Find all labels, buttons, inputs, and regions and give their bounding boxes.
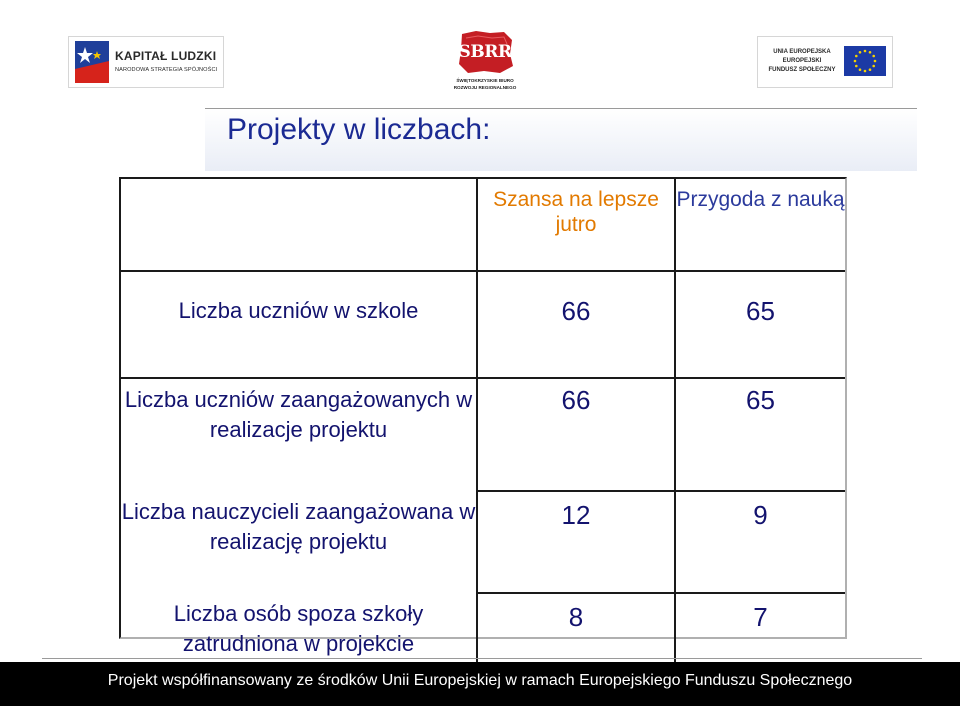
footer-text: Projekt współfinansowany ze środków Unii… — [107, 672, 853, 689]
table-header-przygoda: Przygoda z nauką — [674, 179, 845, 271]
eu-logo-text: UNIA EUROPEJSKA EUROPEJSKI FUNDUSZ SPOŁE… — [764, 48, 840, 75]
row-value-przygoda: 65 — [674, 377, 845, 491]
footer-divider — [42, 658, 922, 659]
eu-logo: UNIA EUROPEJSKA EUROPEJSKI FUNDUSZ SPOŁE… — [757, 36, 893, 88]
row-value-przygoda: 9 — [674, 490, 845, 593]
page-title: Projekty w liczbach: — [227, 113, 491, 146]
table-row: Liczba uczniów zaangażowanych w realizac… — [121, 377, 845, 491]
sbrr-logo: SBRR ŚWIĘTOKRZYSKIE BIURO ROZWOJU REGION… — [448, 28, 522, 94]
eu-logo-line-1: UNIA EUROPEJSKA — [773, 49, 831, 55]
eu-flag-icon — [844, 46, 886, 76]
eu-logo-line-3: FUNDUSZ SPOŁECZNY — [768, 67, 836, 73]
eu-logo-line-2: EUROPEJSKI — [782, 58, 822, 64]
row-label: Liczba osób spoza szkoły zatrudniona w p… — [173, 601, 424, 656]
kapital-ludzki-subtitle: NARODOWA STRATEGIA SPÓJNOŚCI — [115, 67, 218, 73]
row-value-szansa: 66 — [476, 270, 675, 378]
table-header-empty — [121, 179, 477, 271]
header-divider — [205, 108, 917, 109]
kapital-ludzki-flag-icon — [75, 41, 109, 83]
table-row: Liczba uczniów w szkole 66 65 — [121, 270, 845, 378]
kapital-ludzki-title: KAPITAŁ LUDZKI — [115, 49, 217, 63]
sbrr-line-1: ŚWIĘTOKRZYSKIE BIURO — [456, 78, 514, 83]
row-label: Liczba nauczycieli zaangażowana w realiz… — [121, 499, 476, 554]
row-label: Liczba uczniów w szkole — [121, 270, 477, 378]
footer-band — [0, 662, 960, 706]
sbrr-line-2: ROZWOJU REGIONALNEGO — [453, 85, 517, 90]
stats-table: Szansa na lepsze jutro Przygoda z nauką … — [119, 177, 847, 689]
title-background — [205, 109, 917, 171]
table-header-szansa: Szansa na lepsze jutro — [476, 179, 675, 271]
row-label: Liczba uczniów zaangażowanych w realizac… — [121, 377, 477, 491]
kapital-ludzki-logo: KAPITAŁ LUDZKI NARODOWA STRATEGIA SPÓJNO… — [68, 36, 224, 88]
row-value-szansa: 66 — [476, 377, 675, 491]
row-value-szansa: 12 — [476, 490, 675, 593]
table-header-row: Szansa na lepsze jutro Przygoda z nauką — [121, 179, 845, 271]
table-row: Liczba nauczycieli zaangażowana w realiz… — [121, 490, 845, 593]
row-value-przygoda: 65 — [674, 270, 845, 378]
sbrr-map-icon — [459, 31, 513, 73]
sbrr-word: SBRR — [458, 42, 512, 62]
